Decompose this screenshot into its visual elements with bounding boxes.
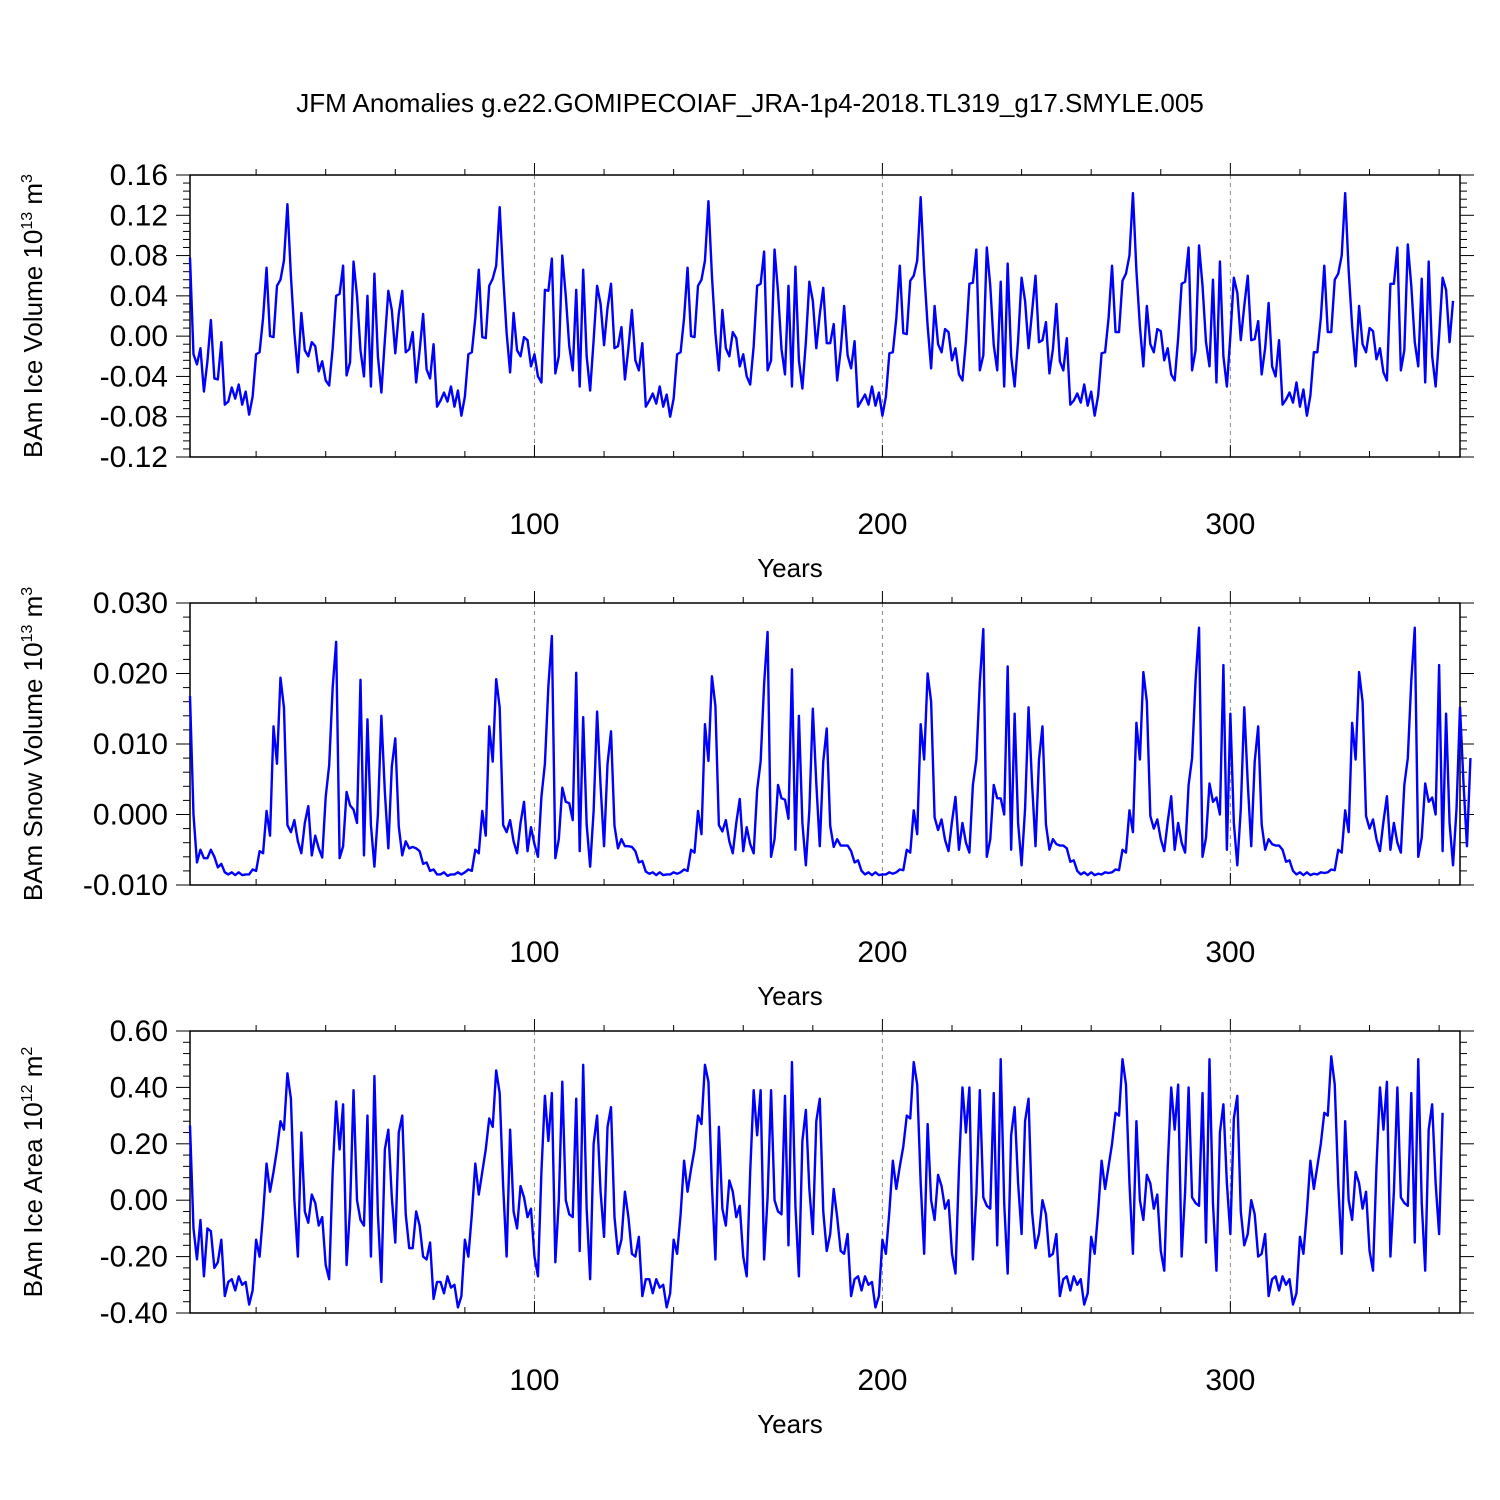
x-axis-label: Years (757, 553, 823, 583)
y-tick-label: 0.00 (110, 320, 168, 353)
y-tick-label: 0.08 (110, 240, 168, 273)
y-axis-label-superscript: 13 (19, 625, 36, 643)
x-tick-label: 300 (1205, 936, 1255, 969)
y-tick-label: -0.04 (100, 360, 168, 393)
y-tick-label: 0.16 (110, 159, 168, 192)
y-axis-label-superscript: 2 (19, 1047, 36, 1056)
y-tick-label: 0.020 (93, 658, 168, 691)
y-tick-label: 0.20 (110, 1128, 168, 1161)
y-tick-label: -0.40 (100, 1297, 168, 1330)
x-tick-label: 300 (1205, 508, 1255, 541)
x-tick-label: 200 (857, 508, 907, 541)
y-axis-label-superscript: 12 (19, 1084, 36, 1102)
plot-frame (189, 1030, 1461, 1314)
y-axis-label: BAm Ice Area 1012 m2 (18, 1047, 48, 1298)
y-tick-label: 0.04 (110, 280, 168, 313)
y-axis-label-superscript: 3 (19, 587, 36, 596)
y-axis-label: BAm Snow Volume 1013 m3 (18, 587, 48, 901)
y-tick-label: 0.000 (93, 799, 168, 832)
x-tick-label: 100 (509, 936, 559, 969)
y-tick-label: 0.00 (110, 1184, 168, 1217)
y-tick-label: -0.010 (83, 869, 168, 902)
y-tick-label: 0.010 (93, 728, 168, 761)
y-axis-label-text: m (18, 183, 48, 212)
y-axis-label-text: BAm Ice Area 10 (18, 1102, 48, 1297)
x-axis-label: Years (757, 1409, 823, 1439)
x-tick-label: 200 (857, 1364, 907, 1397)
series-line (188, 191, 1455, 418)
series-line (188, 626, 1472, 878)
figure-title: JFM Anomalies g.e22.GOMIPECOIAF_JRA-1p4-… (296, 88, 1204, 118)
x-tick-label: 200 (857, 936, 907, 969)
y-tick-label: 0.40 (110, 1071, 168, 1104)
chart-panel-2: 100 200 300 -0.010 0.000 0.010 0.020 0.030 Years… (18, 587, 1474, 1011)
y-axis-label-text: m (18, 596, 48, 625)
y-axis-label-text: BAm Snow Volume 10 (18, 642, 48, 901)
y-tick-label: 0.030 (93, 587, 168, 620)
y-axis-label-text: m (18, 1056, 48, 1085)
panels: 100 200 300 -0.12 -0.08 -0.04 0.00 0.04 0.08 0.12… (18, 159, 1474, 1439)
y-axis-label: BAm Ice Volume 1013 m3 (18, 174, 48, 458)
x-tick-label: 300 (1205, 1364, 1255, 1397)
y-axis-label-text: BAm Ice Volume 10 (18, 230, 48, 458)
x-tick-label: 100 (509, 508, 559, 541)
y-tick-label: -0.20 (100, 1241, 168, 1274)
x-tick-label: 100 (509, 1364, 559, 1397)
plot-frame (189, 174, 1461, 458)
chart-panel-3: 100 200 300 -0.40 -0.20 0.00 0.20 0.40 0.60 Years… (18, 1015, 1474, 1439)
y-axis-label-superscript: 3 (19, 174, 36, 183)
y-tick-label: 0.60 (110, 1015, 168, 1048)
y-tick-label: 0.12 (110, 199, 168, 232)
series-line (188, 1055, 1444, 1309)
y-tick-label: -0.08 (100, 401, 168, 434)
y-axis-label-superscript: 13 (19, 212, 36, 230)
x-axis-label: Years (757, 981, 823, 1011)
y-tick-label: -0.12 (100, 441, 168, 474)
chart-panel-1: 100 200 300 -0.12 -0.08 -0.04 0.00 0.04 0.08 0.12… (18, 159, 1474, 583)
